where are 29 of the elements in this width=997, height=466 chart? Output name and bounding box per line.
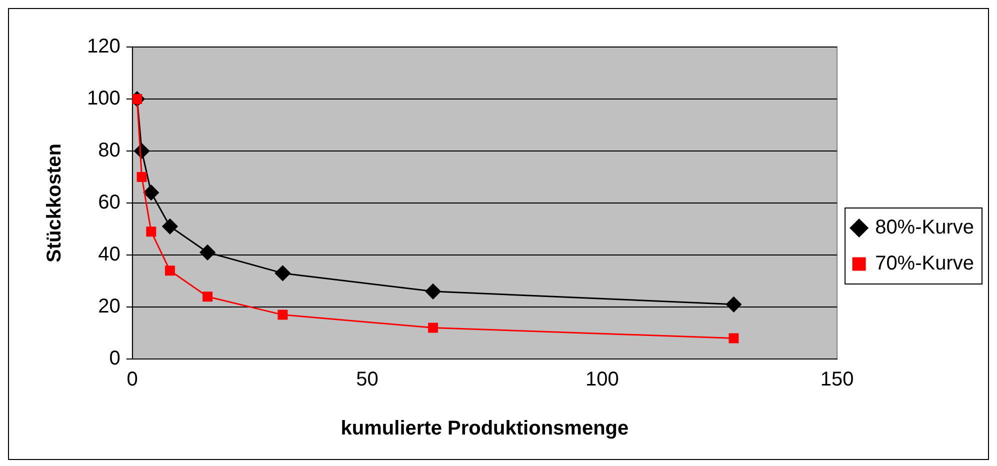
point [136,172,147,182]
x-tick-label: 100 [585,368,619,391]
x-tick-label: 150 [820,368,854,391]
point [132,94,142,104]
y-tick-label: 120 [86,36,120,58]
point [202,292,213,302]
y-tick-label: 60 [98,192,120,214]
point [428,322,438,333]
legend-label: 80%-Kurve [875,216,974,239]
point [146,226,156,237]
point [200,244,216,260]
y-tick-label: 80 [98,140,120,162]
x-axis-title: kumulierte Produktionsmenge [340,418,629,440]
y-axis-title: Stückkosten [44,144,66,262]
x-tick-label: 0 [126,368,138,391]
point [143,184,159,200]
point [162,218,178,234]
point [425,284,441,300]
x-tick-label: 50 [356,368,378,391]
point [164,266,175,276]
y-tick-label: 40 [98,244,120,266]
point [278,310,288,320]
y-tick-label: 20 [98,296,120,318]
y-tick-label: 100 [86,88,120,110]
legend-label: 70%-Kurve [875,252,974,275]
point [726,296,742,312]
point [274,265,290,281]
point [728,333,739,344]
y-tick-label: 0 [109,348,120,370]
